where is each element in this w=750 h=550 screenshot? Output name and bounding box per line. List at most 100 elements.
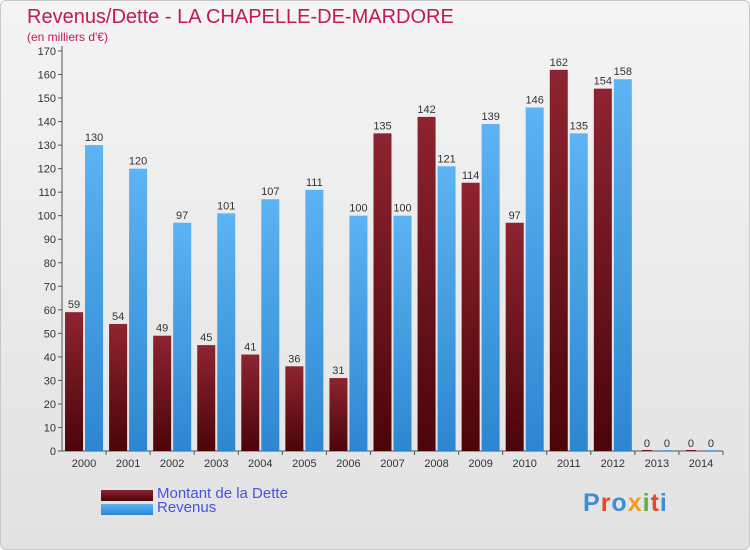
data-label-revenus: 97 <box>176 210 188 222</box>
y-tick-label: 10 <box>44 422 56 434</box>
bar-revenus <box>481 123 500 452</box>
logo-letter: r <box>600 489 612 517</box>
bar-revenus <box>129 168 148 451</box>
y-tick-label: 0 <box>50 446 56 458</box>
x-tick-label: 2007 <box>380 458 404 470</box>
data-label-revenus: 158 <box>614 66 632 78</box>
logo-letter: P <box>583 489 601 517</box>
x-tick-label: 2010 <box>512 458 536 470</box>
y-tick-label: 130 <box>38 140 56 152</box>
x-tick-label: 2006 <box>336 458 360 470</box>
logo-letter: o <box>611 489 628 517</box>
data-label-dette: 135 <box>373 120 391 132</box>
data-label-revenus: 100 <box>349 203 367 215</box>
bar-revenus <box>525 107 544 452</box>
y-tick-label: 60 <box>44 305 56 317</box>
bar-revenus <box>613 79 632 451</box>
y-tick-label: 50 <box>44 328 56 340</box>
y-tick-label: 140 <box>38 117 56 129</box>
data-label-revenus: 101 <box>217 200 235 212</box>
data-label-revenus: 100 <box>393 203 411 215</box>
y-tick-label: 20 <box>44 399 56 411</box>
y-tick-label: 120 <box>38 164 56 176</box>
bar-dette <box>285 366 304 451</box>
data-label-dette: 45 <box>200 332 212 344</box>
y-tick-label: 90 <box>44 234 56 246</box>
bar-revenus <box>393 215 412 451</box>
data-label-revenus: 120 <box>129 156 147 168</box>
bar-dette <box>241 354 260 451</box>
proxiti-logo: Proxiti <box>583 489 668 518</box>
data-label-revenus: 130 <box>85 132 103 144</box>
x-tick-label: 2003 <box>204 458 228 470</box>
y-tick-label: 80 <box>44 258 56 270</box>
bar-revenus <box>705 450 716 451</box>
y-tick-label: 160 <box>38 70 56 82</box>
chart-subtitle: (en milliers d'€) <box>27 30 108 44</box>
legend-swatch-dette <box>101 490 153 501</box>
data-label-revenus: 135 <box>570 120 588 132</box>
bar-revenus <box>261 199 280 451</box>
bar-dette <box>197 345 216 451</box>
bar-revenus <box>305 189 324 451</box>
y-tick-label: 150 <box>38 93 56 105</box>
legend-label-revenus: Revenus <box>157 499 217 516</box>
bar-revenus <box>217 213 236 451</box>
bar-dette <box>373 133 392 451</box>
x-tick-label: 2000 <box>72 458 96 470</box>
chart-title: Revenus/Dette - LA CHAPELLE-DE-MARDORE <box>27 6 454 28</box>
x-tick-label: 2008 <box>424 458 448 470</box>
logo-letter: i <box>642 489 651 517</box>
data-label-dette: 0 <box>644 438 650 450</box>
data-label-dette: 49 <box>156 323 168 335</box>
y-tick-label: 100 <box>38 211 56 223</box>
bar-dette <box>461 182 480 451</box>
bar-dette <box>329 378 348 451</box>
data-label-revenus: 139 <box>481 111 499 123</box>
bar-dette <box>593 88 612 451</box>
data-label-dette: 162 <box>550 57 568 69</box>
y-tick-label: 110 <box>38 187 56 199</box>
legend-label-dette: Montant de la Dette <box>157 485 288 502</box>
bar-dette <box>549 69 568 451</box>
data-label-dette: 154 <box>594 76 612 88</box>
bar-dette <box>109 323 128 451</box>
data-label-revenus: 111 <box>306 177 323 189</box>
x-tick-label: 2002 <box>160 458 184 470</box>
bar-revenus <box>85 145 104 451</box>
bar-revenus <box>437 166 456 451</box>
y-tick-label: 70 <box>44 281 56 293</box>
data-label-dette: 54 <box>112 311 124 323</box>
data-label-revenus: 146 <box>526 94 544 106</box>
data-label-dette: 31 <box>332 365 344 377</box>
legend-swatch-revenus <box>101 504 153 515</box>
x-tick-label: 2011 <box>557 458 581 470</box>
x-tick-label: 2013 <box>645 458 669 470</box>
y-tick-label: 30 <box>44 375 56 387</box>
y-tick-label: 40 <box>44 352 56 364</box>
bar-revenus <box>661 450 672 451</box>
data-label-dette: 0 <box>688 438 694 450</box>
bar-dette <box>505 222 524 451</box>
data-label-dette: 97 <box>509 210 521 222</box>
x-tick-label: 2001 <box>116 458 140 470</box>
logo-letter: x <box>627 489 643 517</box>
data-label-dette: 36 <box>288 353 300 365</box>
bar-dette <box>417 116 436 451</box>
bar-dette <box>65 312 84 451</box>
data-label-dette: 41 <box>244 342 256 354</box>
data-label-revenus: 0 <box>664 438 670 450</box>
data-label-dette: 114 <box>462 170 480 182</box>
bar-revenus <box>173 222 192 451</box>
data-label-revenus: 0 <box>708 438 714 450</box>
y-tick-label: 170 <box>38 46 56 58</box>
x-tick-label: 2009 <box>468 458 492 470</box>
logo-letter: t <box>650 489 660 517</box>
bar-dette <box>685 450 696 451</box>
bar-dette <box>641 450 652 451</box>
data-label-revenus: 107 <box>261 186 279 198</box>
x-tick-label: 2004 <box>248 458 272 470</box>
data-label-dette: 59 <box>68 299 80 311</box>
